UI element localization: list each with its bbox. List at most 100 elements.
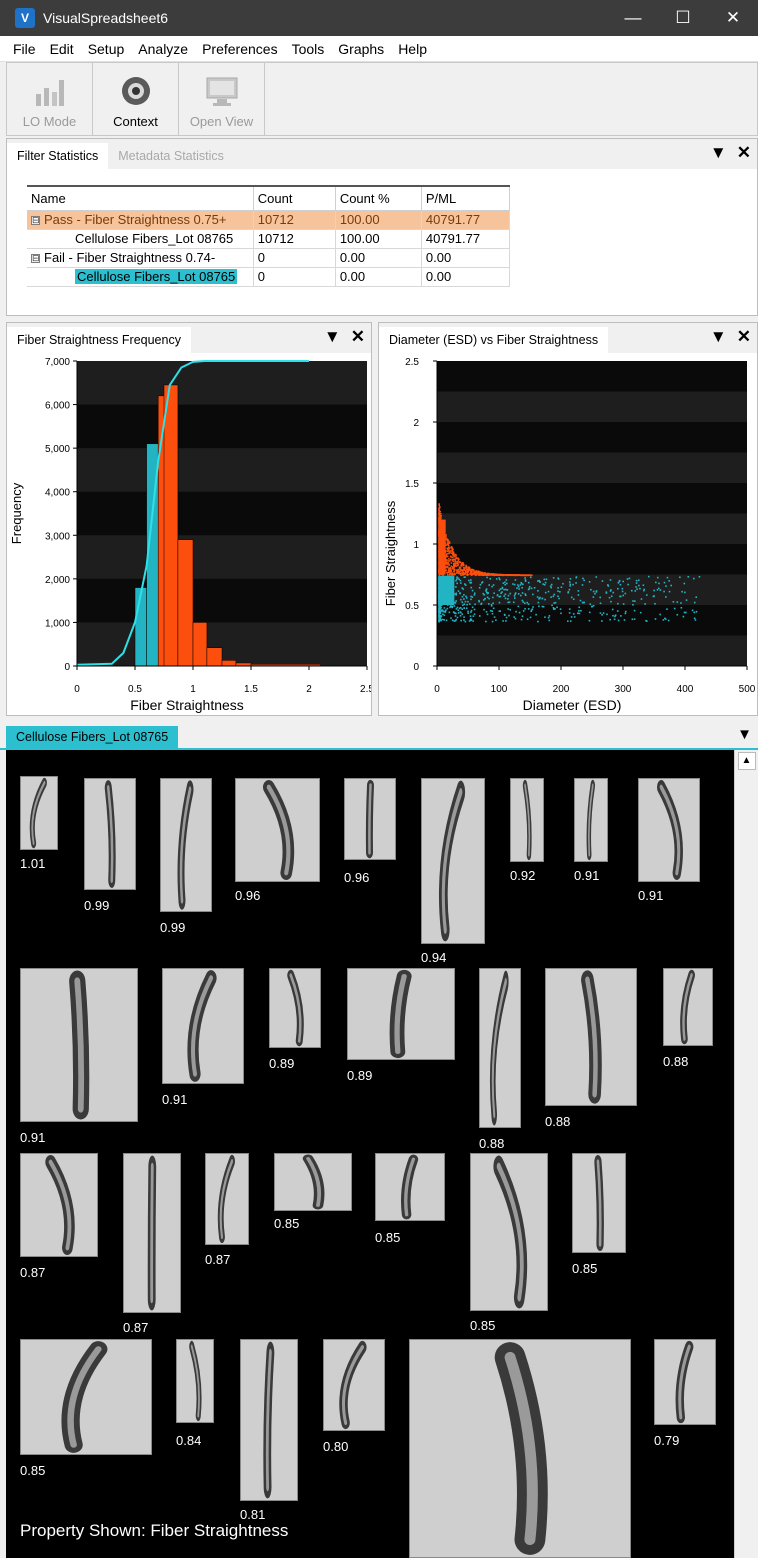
scatter-point-fail xyxy=(616,610,619,612)
particle-thumbnail[interactable] xyxy=(572,1153,626,1253)
scatter-point-pass xyxy=(456,570,459,572)
scatter-point-fail xyxy=(551,604,553,607)
menu-file[interactable]: File xyxy=(13,40,36,57)
menu-analyze[interactable]: Analyze xyxy=(138,40,189,57)
tab-fiber-straightness-frequency[interactable]: Fiber Straightness Frequency xyxy=(7,327,191,353)
particle-thumbnail[interactable] xyxy=(240,1339,298,1501)
scatter-point-fail xyxy=(470,609,473,612)
scatter-point-fail xyxy=(472,615,475,617)
scatter-point-fail xyxy=(481,582,483,584)
scatter-point-fail xyxy=(438,616,440,619)
maximize-button[interactable]: ☐ xyxy=(675,8,691,27)
menu-setup[interactable]: Setup xyxy=(87,40,125,57)
scatter-point-fail xyxy=(440,615,443,618)
scatter-point-fail xyxy=(567,591,569,594)
particle-thumbnail[interactable] xyxy=(375,1153,445,1221)
menu-preferences[interactable]: Preferences xyxy=(202,40,278,57)
tab-metadata-statistics[interactable]: Metadata Statistics xyxy=(118,149,224,163)
collapse-icon[interactable]: ⊟ xyxy=(31,215,40,225)
particle-thumbnail[interactable] xyxy=(162,968,244,1084)
panel-close-icon[interactable]: ✕ xyxy=(736,327,751,346)
scatter-point-fail xyxy=(496,594,499,596)
particle-thumbnail[interactable] xyxy=(344,778,396,860)
scatter-point-fail xyxy=(463,583,466,585)
particle-thumbnail[interactable] xyxy=(20,776,58,850)
particle-thumbnail[interactable] xyxy=(235,778,320,882)
menu-graphs[interactable]: Graphs xyxy=(338,40,385,57)
scatter-point-pass xyxy=(446,547,448,550)
menu-tools[interactable]: Tools xyxy=(291,40,325,57)
particle-thumbnail[interactable] xyxy=(479,968,521,1128)
scatter-point-fail xyxy=(531,608,534,610)
scatter-point-fail xyxy=(524,580,527,582)
column-header-pml[interactable]: P/ML xyxy=(421,185,511,211)
particle-thumbnail[interactable] xyxy=(654,1339,716,1425)
gallery-scrollbar[interactable]: ▲ xyxy=(734,750,758,1558)
scatter-point-fail xyxy=(627,583,629,586)
tab-filter-statistics[interactable]: Filter Statistics xyxy=(7,143,109,169)
particle-thumbnail[interactable] xyxy=(421,778,485,944)
particle-thumbnail[interactable] xyxy=(20,1339,152,1455)
particle-thumbnail[interactable] xyxy=(409,1339,631,1558)
particle-thumbnail[interactable] xyxy=(269,968,321,1048)
scroll-up-icon[interactable]: ▲ xyxy=(737,752,756,770)
gallery-menu-icon[interactable]: ▼ xyxy=(737,726,752,743)
particle-thumbnail[interactable] xyxy=(574,778,608,862)
particle-thumbnail[interactable] xyxy=(123,1153,181,1313)
table-row[interactable]: Cellulose Fibers_Lot 08765 10712 100.00 … xyxy=(27,229,511,249)
scatter-point-pass xyxy=(438,509,440,512)
particle-thumbnail[interactable] xyxy=(205,1153,249,1245)
panel-menu-icon[interactable]: ▼ xyxy=(709,327,727,346)
particle-thumbnail[interactable] xyxy=(274,1153,352,1211)
collapse-icon[interactable]: ⊟ xyxy=(31,253,40,263)
column-header-count-pct[interactable]: Count % xyxy=(335,185,422,211)
lo-mode-button[interactable]: LO Mode xyxy=(7,63,93,135)
scatter-point-pass xyxy=(454,573,456,575)
particle-thumbnail[interactable] xyxy=(323,1339,385,1431)
panel-close-icon[interactable]: ✕ xyxy=(736,143,751,162)
open-view-button[interactable]: Open View xyxy=(179,63,265,135)
particle-thumbnail[interactable] xyxy=(20,1153,98,1257)
scatter-point-fail xyxy=(655,581,657,584)
table-row[interactable]: ⊟ Pass - Fiber Straightness 0.75+ 10712 1… xyxy=(27,210,511,230)
grid-band xyxy=(77,361,367,405)
particle-thumbnail[interactable] xyxy=(510,778,544,862)
particle-thumbnail[interactable] xyxy=(20,968,138,1122)
panel-close-icon[interactable]: ✕ xyxy=(350,327,365,346)
particle-thumbnail[interactable] xyxy=(470,1153,548,1311)
column-header-count[interactable]: Count xyxy=(253,185,336,211)
scatter-point-fail xyxy=(548,615,551,617)
tab-gallery[interactable]: Cellulose Fibers_Lot 08765 xyxy=(6,726,179,750)
panel-menu-icon[interactable]: ▼ xyxy=(323,327,341,346)
scatter-point-fail xyxy=(464,620,467,623)
close-button[interactable]: ✕ xyxy=(725,8,741,27)
scatter-point-pass xyxy=(446,548,449,551)
minimize-button[interactable]: — xyxy=(624,8,642,27)
particle-thumbnail[interactable] xyxy=(663,968,713,1046)
particle-thumbnail[interactable] xyxy=(176,1339,214,1423)
scatter-point-fail xyxy=(552,606,555,609)
table-row[interactable]: ⊟ Fail - Fiber Straightness 0.74- 0 0.00 … xyxy=(27,248,511,268)
tab-diameter-vs-straightness[interactable]: Diameter (ESD) vs Fiber Straightness xyxy=(379,327,609,353)
menu-edit[interactable]: Edit xyxy=(49,40,74,57)
scatter-point-fail xyxy=(533,586,536,589)
particle-thumbnail[interactable] xyxy=(84,778,136,890)
scatter-point-pass xyxy=(470,572,472,575)
particle-thumbnail[interactable] xyxy=(638,778,700,882)
panel-menu-icon[interactable]: ▼ xyxy=(709,143,727,162)
scatter-point-fail xyxy=(664,617,666,620)
particle-thumbnail[interactable] xyxy=(160,778,212,912)
particle-thumbnail[interactable] xyxy=(347,968,455,1060)
menu-help[interactable]: Help xyxy=(398,40,427,57)
scatter-point-fail xyxy=(498,578,501,581)
thumbnail-value: 0.85 xyxy=(470,1318,496,1333)
table-row[interactable]: Cellulose Fibers_Lot 08765 0 0.00 0.00 xyxy=(27,267,511,287)
scatter-point-pass xyxy=(464,570,467,572)
column-header-name[interactable]: Name xyxy=(27,185,254,211)
scatter-point-fail xyxy=(614,615,616,618)
y-tick-label: 1.5 xyxy=(405,479,419,490)
fiber-image xyxy=(489,970,509,1126)
particle-thumbnail[interactable] xyxy=(545,968,637,1106)
scatter-point-fail xyxy=(446,607,449,610)
context-button[interactable]: Context xyxy=(93,63,179,135)
